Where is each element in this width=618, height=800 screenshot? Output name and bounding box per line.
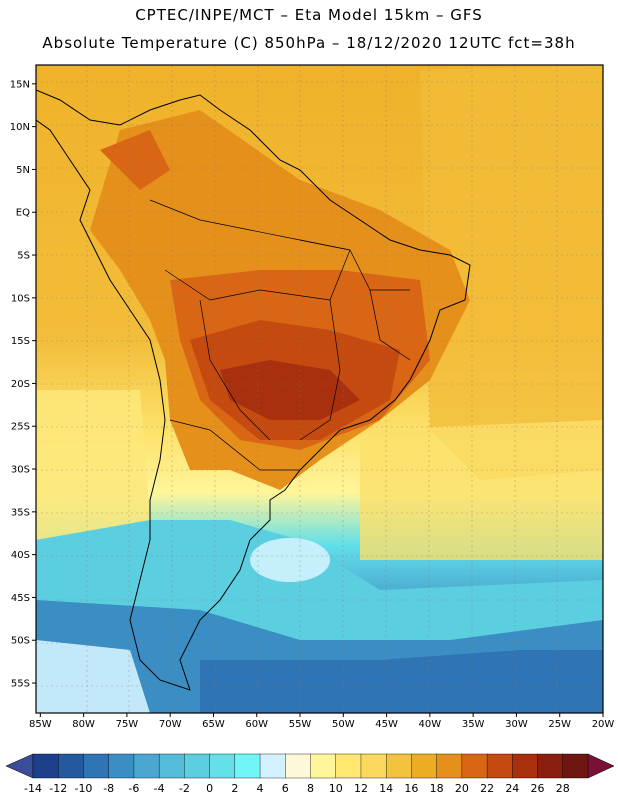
- colorbar-label: -8: [103, 782, 114, 795]
- latitude-tick-labels: 15N 10N 5N EQ 5S 10S 15S 20S 25S 30S 35S 40S 45S 50S 5…: [10, 79, 36, 690]
- colorbar-label: 14: [379, 782, 393, 795]
- colorbar-label: 20: [455, 782, 469, 795]
- lat-label: 20S: [11, 379, 30, 390]
- lon-label: 20W: [592, 719, 615, 730]
- lat-label: 40S: [11, 550, 30, 561]
- chart-title-line2: Absolute Temperature (C) 850hPa – 18/12/…: [42, 34, 576, 52]
- lon-label: 75W: [116, 719, 139, 730]
- colorbar-label: 16: [404, 782, 418, 795]
- lat-label: 30S: [11, 465, 30, 476]
- colorbar-label: 12: [354, 782, 368, 795]
- colorbar-swatch: [335, 753, 362, 779]
- lon-label: 40W: [419, 719, 442, 730]
- colorbar-label: 22: [480, 782, 494, 795]
- lon-label: 65W: [202, 719, 225, 730]
- colorbar-label: -12: [49, 782, 67, 795]
- colorbar-label: 10: [329, 782, 343, 795]
- colorbar-label: -14: [24, 782, 42, 795]
- colorbar-swatch: [486, 753, 513, 779]
- colorbar-min-arrow: [5, 753, 34, 779]
- lon-label: 55W: [289, 719, 312, 730]
- colorbar-label: 6: [282, 782, 289, 795]
- colorbar-label: 8: [307, 782, 314, 795]
- colorbar-swatch: [32, 753, 59, 779]
- map-field: [36, 65, 603, 713]
- country-borders: [149, 199, 411, 471]
- lat-label: 15S: [11, 336, 30, 347]
- colorbar-label: 26: [531, 782, 545, 795]
- colorbar-swatch: [58, 753, 84, 779]
- colorbar-swatch: [158, 753, 185, 779]
- lat-label: 10N: [10, 122, 30, 133]
- colorbar-label: 28: [556, 782, 570, 795]
- colorbar-swatch: [385, 753, 412, 779]
- colorbar-swatch: [512, 753, 539, 779]
- lat-label: 50S: [11, 636, 30, 647]
- colorbar-legend: -14 -12 -10 -8 -6 -4 -2 0 2 4 6 8 10 12 14 16 18 20 22 24 26…: [5, 753, 615, 795]
- colorbar-label: -6: [128, 782, 139, 795]
- colorbar-max-arrow: [587, 753, 615, 779]
- colorbar-swatch: [83, 753, 110, 779]
- colorbar-swatch: [285, 753, 312, 779]
- colorbar-label: -2: [179, 782, 190, 795]
- lat-label: 15N: [10, 79, 30, 90]
- colorbar-label: -10: [74, 782, 92, 795]
- lat-label: 55S: [11, 679, 30, 690]
- lon-label: 25W: [548, 719, 571, 730]
- lon-label: 80W: [72, 719, 95, 730]
- colorbar-swatch: [360, 753, 387, 779]
- colorbar-label: 4: [257, 782, 264, 795]
- colorbar-swatch: [461, 753, 488, 779]
- colorbar-label: 24: [505, 782, 519, 795]
- lon-label: 50W: [332, 719, 355, 730]
- south-america-coastline: [36, 89, 471, 691]
- colorbar-swatch: [108, 753, 135, 779]
- lat-label: 5S: [17, 251, 30, 262]
- lon-label: 60W: [245, 719, 268, 730]
- colorbar-swatch: [411, 753, 438, 779]
- colorbar-swatch: [234, 753, 261, 779]
- lat-label: 10S: [11, 293, 30, 304]
- colorbar-swatch: [436, 753, 463, 779]
- colorbar-swatch: [184, 753, 211, 779]
- lon-label: 45W: [375, 719, 398, 730]
- chart-title-line1: CPTEC/INPE/MCT – Eta Model 15km – GFS: [135, 6, 483, 24]
- colorbar-swatch: [259, 753, 286, 779]
- colorbar-label: 18: [430, 782, 444, 795]
- lat-label: 25S: [11, 422, 30, 433]
- colorbar-label: -4: [154, 782, 165, 795]
- colorbar-label: 2: [231, 782, 238, 795]
- lon-label: 85W: [29, 719, 52, 730]
- lon-label: 35W: [462, 719, 485, 730]
- colorbar-swatch: [562, 753, 589, 779]
- lat-label: 45S: [11, 593, 30, 604]
- lon-label: 30W: [505, 719, 528, 730]
- lat-label: 5N: [16, 165, 30, 176]
- longitude-tick-labels: 85W 80W 75W 70W 65W 60W 55W 50W 45W 40W 35W 30W 25W 2…: [29, 713, 614, 730]
- colorbar-label: 0: [206, 782, 213, 795]
- colorbar-swatch: [209, 753, 236, 779]
- colorbar-swatch: [310, 753, 337, 779]
- lat-label: EQ: [16, 208, 30, 219]
- colorbar-swatch: [537, 753, 564, 779]
- map-frame: [35, 64, 604, 714]
- lon-label: 70W: [159, 719, 182, 730]
- lat-label: 35S: [11, 507, 30, 518]
- colorbar-swatch: [133, 753, 160, 779]
